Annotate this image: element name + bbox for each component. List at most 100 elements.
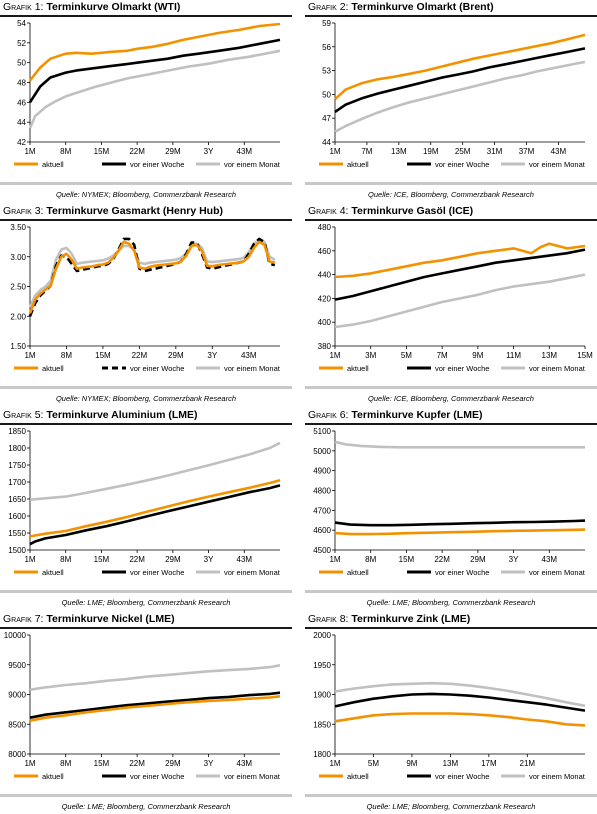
chart-panel-7: Grafik 7: Terminkurve Nickel (LME) 8000 8… bbox=[0, 612, 292, 814]
legend-label: vor einer Woche bbox=[435, 568, 489, 577]
y-tick-label: 4700 bbox=[313, 506, 331, 515]
chart-panel-5: Grafik 5: Terminkurve Aluminium (LME) 15… bbox=[0, 408, 292, 610]
series-line bbox=[29, 441, 281, 501]
x-tick-label: 22M bbox=[129, 759, 145, 768]
figure-label: Grafik 8: bbox=[308, 613, 349, 625]
y-tick-label: 400 bbox=[318, 318, 332, 327]
x-tick-label: 8M bbox=[60, 147, 71, 156]
x-tick-label: 8M bbox=[60, 759, 71, 768]
chart-panel-2: Grafik 2: Terminkurve Olmarkt (Brent) 44… bbox=[305, 0, 597, 202]
figure-label: Grafik 1: bbox=[3, 1, 44, 13]
y-tick-label: 56 bbox=[322, 43, 331, 52]
series-line bbox=[334, 33, 586, 101]
x-tick-label: 13M bbox=[391, 147, 407, 156]
legend-label: aktuell bbox=[347, 772, 369, 781]
bottom-rule bbox=[0, 794, 292, 797]
series-line bbox=[334, 528, 586, 536]
chart-title: Grafik 2: Terminkurve Olmarkt (Brent) bbox=[308, 1, 494, 13]
chart-title: Grafik 7: Terminkurve Nickel (LME) bbox=[3, 613, 175, 625]
series-line bbox=[28, 238, 276, 308]
y-tick-label: 9500 bbox=[8, 661, 26, 670]
chart-svg: 4500 4600 4700 4800 4900 5000 5100 1M 8M 15M 22M 29… bbox=[313, 427, 586, 577]
chart-svg: 1500 1550 1600 1650 1700 1750 1800 1850 1M 8M 15M 2… bbox=[8, 427, 281, 577]
series-line bbox=[334, 440, 585, 449]
chart-title: Grafik 3: Terminkurve Gasmarkt (Henry Hu… bbox=[3, 205, 223, 217]
y-tick-label: 46 bbox=[17, 98, 26, 107]
series-line bbox=[29, 691, 281, 719]
y-tick-label: 8500 bbox=[8, 720, 26, 729]
chart-svg: 44 47 50 53 56 59 1M 7M 13M 19M 25M 31M 37M 43M aktuel… bbox=[319, 19, 586, 169]
x-tick-label: 8M bbox=[61, 351, 72, 360]
chart-panel-4: Grafik 4: Terminkurve Gasöl (ICE) 380 400… bbox=[305, 204, 597, 406]
top-rule bbox=[0, 423, 292, 425]
figure-label: Grafik 3: bbox=[3, 205, 44, 217]
y-tick-label: 3.00 bbox=[10, 253, 26, 262]
legend-label: vor einem Monat bbox=[224, 772, 281, 781]
y-tick-label: 1850 bbox=[8, 427, 26, 436]
legend-label: aktuell bbox=[42, 160, 64, 169]
y-tick-label: 1.50 bbox=[10, 342, 26, 351]
x-tick-label: 1M bbox=[24, 147, 35, 156]
x-tick-label: 17M bbox=[481, 759, 497, 768]
x-tick-label: 37M bbox=[519, 147, 535, 156]
y-tick-label: 10000 bbox=[4, 631, 27, 640]
y-tick-label: 1500 bbox=[8, 546, 26, 555]
x-tick-label: 1M bbox=[24, 351, 35, 360]
source-note: Quelle: NYMEX; Bloomberg, Commerzbank Re… bbox=[55, 394, 237, 403]
y-tick-label: 2.00 bbox=[10, 312, 26, 321]
title-text: Terminkurve Kupfer (LME) bbox=[351, 409, 483, 421]
series-line bbox=[334, 47, 586, 113]
source-note: Quelle: ICE, Bloomberg, Commerzbank Rese… bbox=[368, 190, 534, 199]
chart-title: Grafik 6: Terminkurve Kupfer (LME) bbox=[308, 409, 482, 421]
legend-label: vor einer Woche bbox=[435, 160, 489, 169]
y-tick-label: 1850 bbox=[313, 720, 331, 729]
legend-label: vor einer Woche bbox=[130, 364, 184, 373]
y-tick-label: 480 bbox=[318, 223, 332, 232]
x-tick-label: 43M bbox=[542, 555, 558, 564]
x-tick-label: 1M bbox=[24, 555, 35, 564]
y-tick-label: 8000 bbox=[8, 750, 26, 759]
y-tick-label: 50 bbox=[322, 90, 331, 99]
chart-svg: 380 400 420 440 460 480 1M 3M 5M 7M 9M 11M 13M 15M akt… bbox=[318, 223, 593, 373]
bottom-rule bbox=[305, 386, 597, 389]
x-tick-label: 29M bbox=[470, 555, 486, 564]
x-tick-label: 9M bbox=[406, 759, 417, 768]
source-note: Quelle: LME; Bloomberg, Commerzbank Rese… bbox=[366, 598, 536, 607]
x-tick-label: 13M bbox=[542, 351, 558, 360]
y-tick-label: 5000 bbox=[313, 447, 331, 456]
legend-label: vor einer Woche bbox=[130, 568, 184, 577]
x-tick-label: 22M bbox=[132, 351, 148, 360]
chart-panel-1: Grafik 1: Terminkurve Olmarkt (WTI) 42 44… bbox=[0, 0, 292, 202]
figure-label: Grafik 6: bbox=[308, 409, 349, 421]
x-tick-label: 8M bbox=[60, 555, 71, 564]
title-text: Terminkurve Aluminium (LME) bbox=[46, 409, 198, 421]
legend-label: vor einer Woche bbox=[130, 160, 184, 169]
title-text: Terminkurve Gasöl (ICE) bbox=[351, 205, 474, 217]
y-tick-label: 1550 bbox=[8, 529, 26, 538]
source-note: Quelle: ICE, Bloomberg, Commerzbank Rese… bbox=[368, 394, 534, 403]
y-tick-label: 460 bbox=[318, 247, 332, 256]
y-tick-label: 5100 bbox=[313, 427, 331, 436]
top-rule bbox=[0, 627, 292, 629]
series-line bbox=[28, 240, 276, 314]
x-tick-label: 15M bbox=[95, 351, 111, 360]
source-note: Quelle: LME; Bloomberg, Commerzbank Rese… bbox=[61, 802, 231, 811]
y-tick-label: 54 bbox=[17, 19, 26, 28]
source-note: Quelle: LME; Bloomberg, Commerzbank Rese… bbox=[61, 598, 231, 607]
x-tick-label: 8M bbox=[365, 555, 376, 564]
series-line bbox=[28, 237, 276, 317]
y-tick-label: 1650 bbox=[8, 495, 26, 504]
top-rule bbox=[0, 219, 292, 221]
y-tick-label: 44 bbox=[322, 138, 331, 147]
y-tick-label: 44 bbox=[17, 118, 26, 127]
x-tick-label: 43M bbox=[237, 759, 253, 768]
top-rule bbox=[305, 15, 597, 17]
legend-label: vor einem Monat bbox=[224, 568, 281, 577]
series-line bbox=[28, 49, 281, 129]
x-tick-label: 5M bbox=[368, 759, 379, 768]
y-tick-label: 48 bbox=[17, 79, 26, 88]
x-tick-label: 7M bbox=[437, 351, 448, 360]
legend-label: aktuell bbox=[347, 364, 369, 373]
x-tick-label: 1M bbox=[329, 555, 340, 564]
y-tick-label: 380 bbox=[318, 342, 332, 351]
